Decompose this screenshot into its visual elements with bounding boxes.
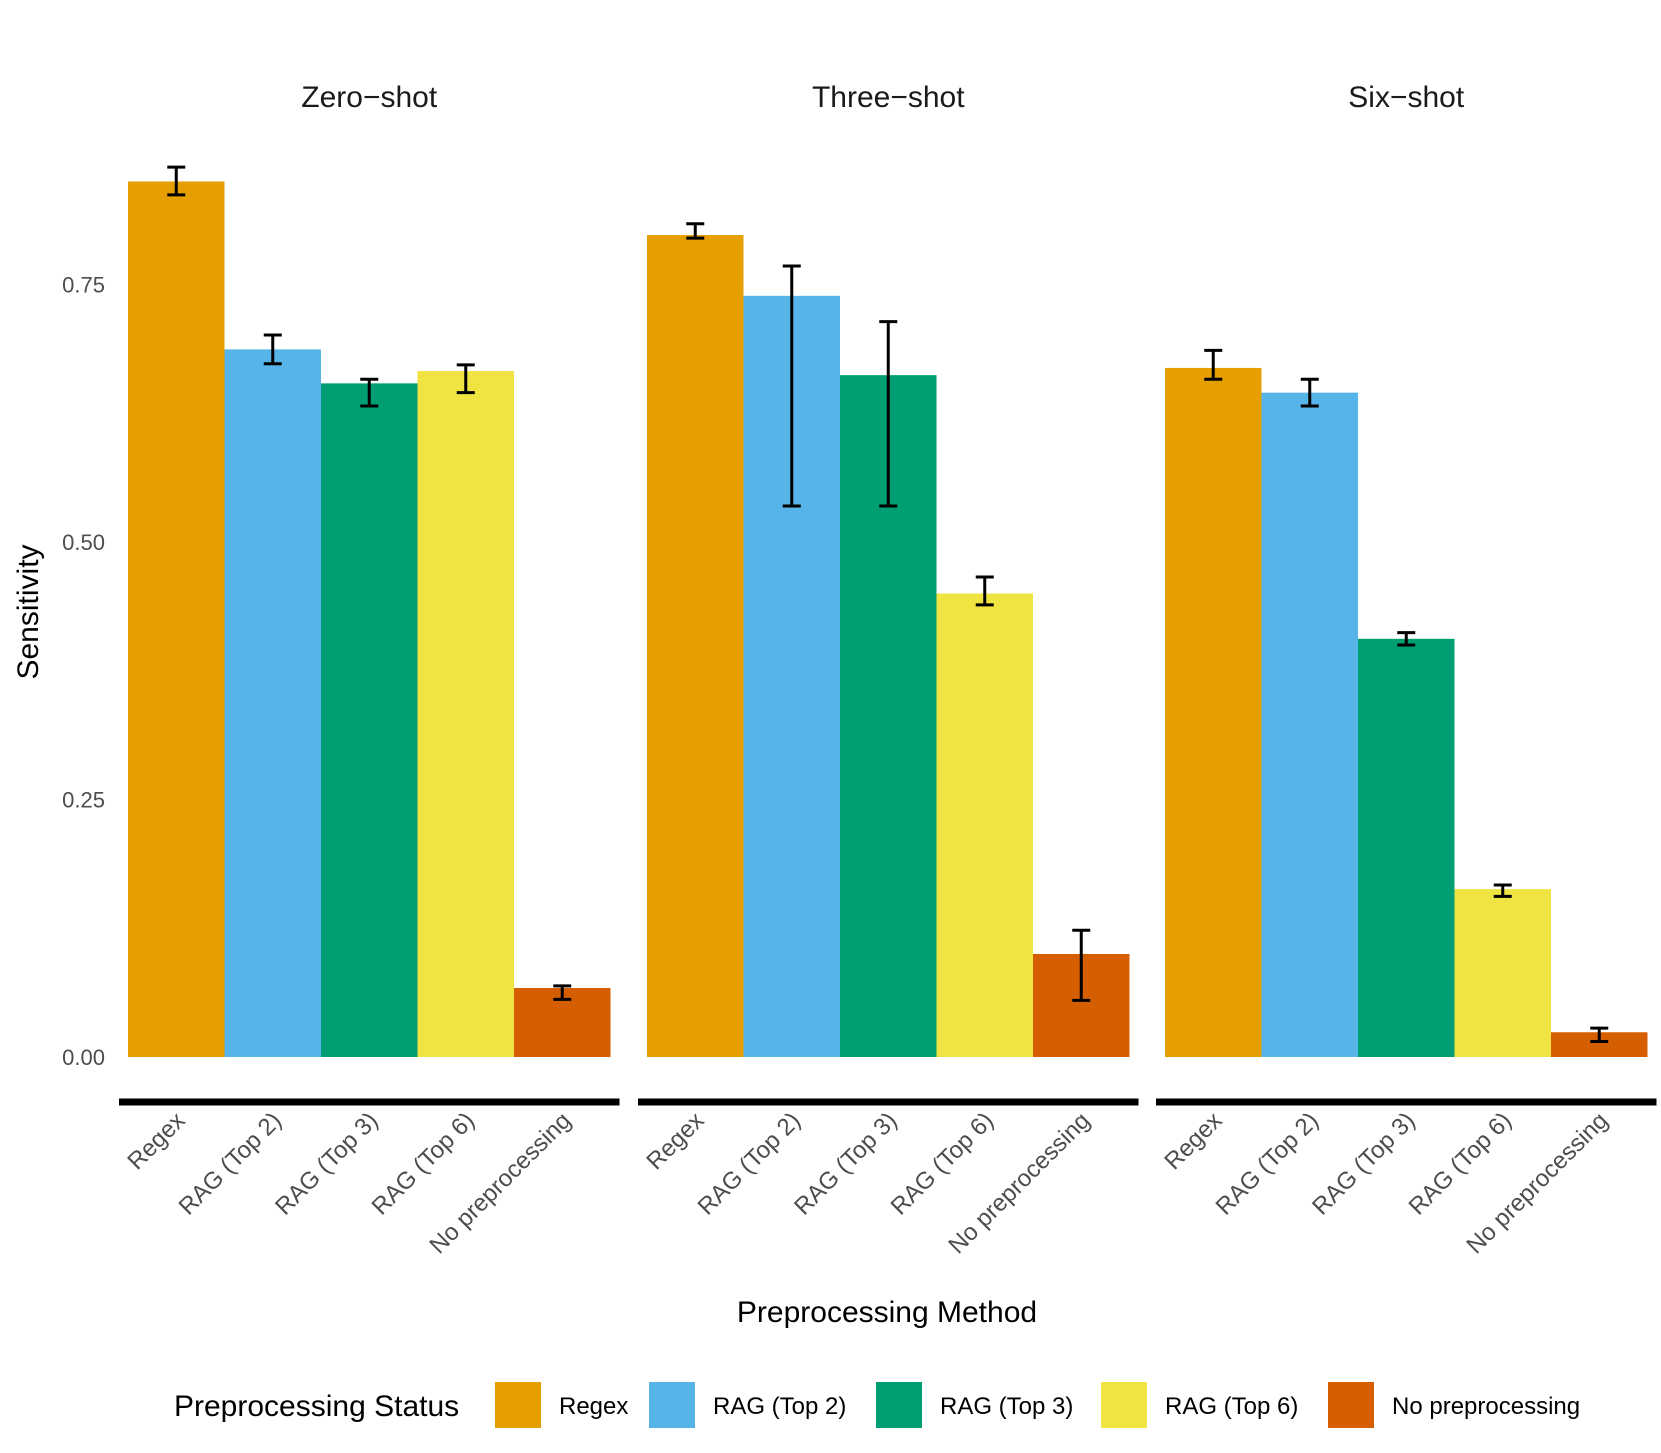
x-tick-label: Regex <box>1159 1107 1227 1175</box>
error-bar <box>1204 348 1223 381</box>
bar-rag-top-3 <box>1358 638 1455 1057</box>
x-tick-label: RAG (Top 3) <box>789 1107 902 1220</box>
legend-swatch <box>1101 1382 1147 1428</box>
legend-label: No preprocessing <box>1392 1393 1580 1420</box>
bar-rag-top-6 <box>417 371 514 1057</box>
error-bar <box>360 377 379 408</box>
error-bar <box>1590 1026 1609 1044</box>
legend-swatch <box>649 1382 695 1428</box>
legend-item-rag-top-3: RAG (Top 3) <box>876 1382 1073 1428</box>
error-bar <box>975 575 994 607</box>
x-tick-label: Regex <box>122 1107 190 1175</box>
error-bar <box>1072 928 1091 1002</box>
error-bar <box>782 264 801 508</box>
y-axis-title: Sensitivity <box>12 544 45 679</box>
legend-item-rag-top-6: RAG (Top 6) <box>1101 1382 1298 1428</box>
x-tick-label: RAG (Top 2) <box>174 1107 287 1220</box>
legend-label: RAG (Top 2) <box>713 1393 846 1420</box>
legend-swatch <box>876 1382 922 1428</box>
bar-rag-top-3 <box>321 383 418 1057</box>
error-bar <box>879 320 898 508</box>
bar-rag-top-6 <box>1454 889 1551 1057</box>
legend-label: RAG (Top 6) <box>1165 1393 1298 1420</box>
legend-swatch <box>1328 1382 1374 1428</box>
error-bar <box>686 222 705 240</box>
legend-swatch <box>495 1382 541 1428</box>
bar-rag-top-6 <box>936 593 1033 1057</box>
y-tick-label: 0.50 <box>62 530 105 555</box>
error-bar <box>167 165 186 197</box>
error-bar <box>553 984 572 1001</box>
x-axis-title: Preprocessing Method <box>737 1296 1037 1329</box>
facet-title: Three−shot <box>812 81 965 114</box>
legend-item-regex: Regex <box>495 1382 628 1428</box>
facet-title: Six−shot <box>1348 81 1465 114</box>
bar-regex <box>128 181 225 1057</box>
x-tick-label: RAG (Top 3) <box>270 1107 383 1220</box>
y-axis: 0.00 0.25 0.50 0.75 <box>62 273 105 1071</box>
legend-label: RAG (Top 3) <box>940 1393 1073 1420</box>
legend-title: Preprocessing Status <box>174 1390 459 1423</box>
legend: Preprocessing Status Regex RAG (Top 2) RAG… <box>174 1382 1580 1428</box>
x-tick-label: RAG (Top 2) <box>693 1107 806 1220</box>
error-bar <box>263 333 282 366</box>
y-tick-label: 0.25 <box>62 788 105 813</box>
legend-item-rag-top-2: RAG (Top 2) <box>649 1382 846 1428</box>
facet-title: Zero−shot <box>301 81 438 114</box>
bar-regex <box>647 235 744 1057</box>
x-tick-label: RAG (Top 2) <box>1211 1107 1324 1220</box>
y-tick-label: 0.75 <box>62 273 105 298</box>
y-tick-label: 0.00 <box>62 1045 105 1070</box>
bar-regex <box>1165 367 1262 1057</box>
error-bar <box>1300 377 1319 408</box>
error-bar <box>1397 631 1416 647</box>
bar-rag-top-2 <box>1261 392 1358 1057</box>
legend-label: Regex <box>559 1393 628 1420</box>
error-bar <box>1493 883 1512 898</box>
x-tick-label: RAG (Top 3) <box>1307 1107 1420 1220</box>
legend-item-no-preprocessing: No preprocessing <box>1328 1382 1580 1428</box>
x-tick-label: Regex <box>641 1107 709 1175</box>
error-bar <box>456 363 475 395</box>
bar-rag-top-2 <box>224 349 321 1057</box>
